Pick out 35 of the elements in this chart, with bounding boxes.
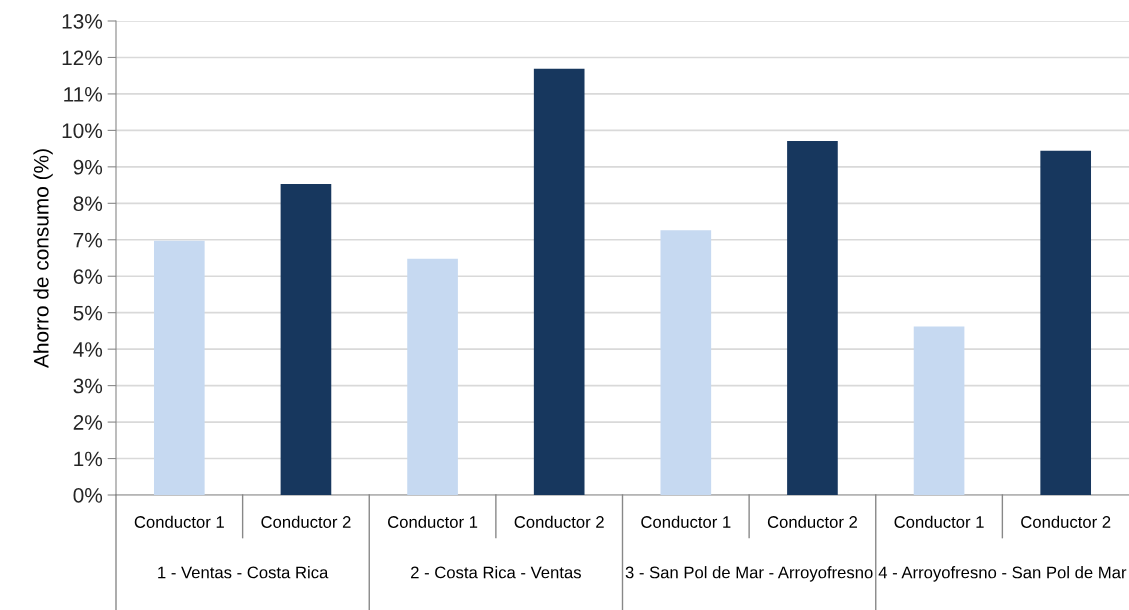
y-tick-label: 9% (73, 159, 103, 175)
y-tick-label: 6% (73, 269, 103, 284)
y-tick-label: 11% (64, 87, 103, 102)
y-tick-label: 3% (73, 378, 103, 394)
y-tick-label: 12% (62, 50, 103, 66)
text: Conductor 1 (388, 515, 478, 528)
text: Conductor 2 (767, 515, 857, 528)
text: Conductor 1 (641, 515, 731, 528)
y-tick-label: 2% (73, 415, 103, 430)
bar (533, 68, 585, 495)
bar (1040, 150, 1092, 495)
y-tick-label: 1% (74, 451, 103, 467)
series-label: Conductor 2 (261, 515, 351, 528)
y-tick-label: 5% (73, 305, 103, 321)
series-label: Conductor 1 (134, 515, 224, 528)
bar (153, 240, 205, 495)
x-tick-label: 1 - Ventas - Costa Rica (158, 566, 329, 579)
y-tick-label: 13% (62, 14, 103, 29)
bar (660, 230, 712, 495)
y-axis-title: Ahorro de consumo (%) (33, 149, 53, 368)
x-tick-label: 3 - San Pol de Mar - Arroyofresno (625, 566, 873, 582)
text: Conductor 1 (894, 515, 984, 528)
bar (280, 183, 332, 495)
text: Conductor 2 (514, 515, 604, 528)
x-tick-label: 2 - Costa Rica - Ventas (411, 566, 581, 579)
y-tick-label: 8% (73, 196, 103, 212)
y-tick-label: 4% (73, 342, 103, 357)
x-tick-label: 4 - Arroyofresno - San Pol de Mar (878, 566, 1127, 582)
bar (913, 326, 965, 495)
y-tick-label: 0% (73, 488, 103, 503)
bar (407, 258, 458, 495)
y-tick-label: 10% (62, 123, 103, 139)
bar (787, 140, 838, 495)
text: Conductor 2 (1021, 515, 1111, 528)
y-tick-label: 7% (73, 232, 103, 248)
